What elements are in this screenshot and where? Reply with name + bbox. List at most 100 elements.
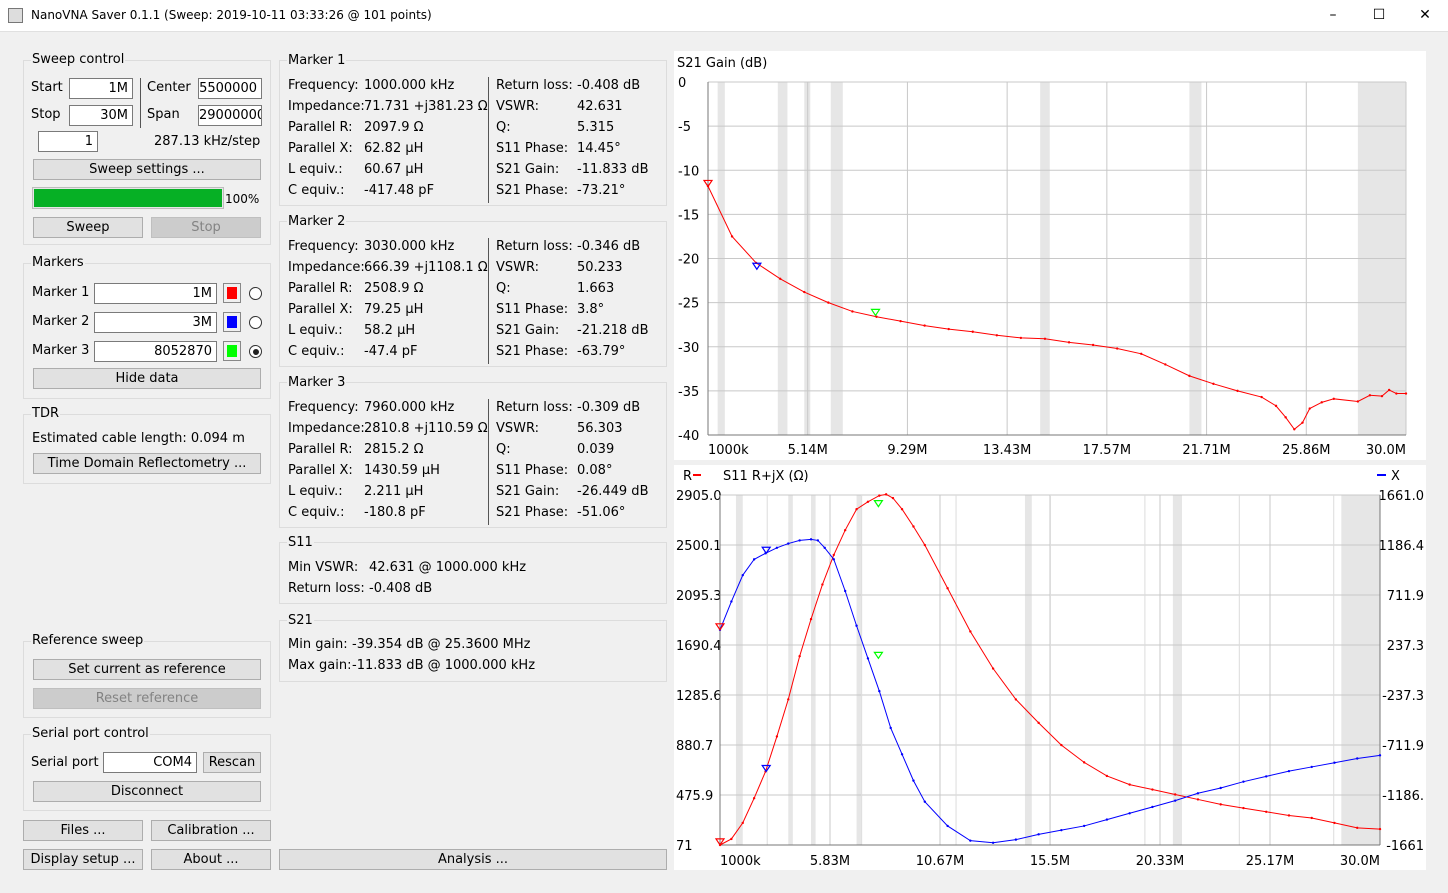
marker-2-radio[interactable] (249, 316, 262, 329)
minimize-icon[interactable]: – (1329, 7, 1337, 23)
marker-3-label: Marker 3 (32, 343, 90, 358)
marker-1-color-button[interactable] (223, 283, 241, 303)
reset-reference-button[interactable]: Reset reference (33, 688, 261, 709)
x-tick-label: 21.71M (1182, 443, 1230, 458)
maximize-icon[interactable]: ☐ (1372, 7, 1386, 23)
marker-3-left-label: Parallel R: (288, 442, 353, 457)
tdr-group (23, 414, 271, 484)
resistance-point (891, 496, 895, 500)
marker-2-r-triangle (761, 764, 772, 773)
marker-2-input[interactable]: 3M (94, 312, 217, 333)
gain-point (1260, 395, 1263, 399)
marker-1-radio[interactable] (249, 287, 262, 300)
marker-2-right-label: S21 Gain: (496, 323, 560, 338)
span-input[interactable]: 29000000 (198, 105, 262, 126)
marker-3-right-value: -51.06° (577, 505, 626, 520)
marker-2-right-value: -63.79° (577, 344, 626, 359)
max-gain-value: -11.833 dB @ 1000.000 kHz (352, 658, 536, 673)
rescan-button[interactable]: Rescan (203, 752, 261, 773)
gain-point (1019, 336, 1023, 340)
hide-data-button[interactable]: Hide data (33, 368, 261, 389)
analysis-button[interactable]: Analysis ... (279, 849, 667, 870)
y-left-tick-label: 880.7 (676, 739, 713, 754)
resistance-point (741, 821, 744, 825)
gain-point (827, 301, 830, 304)
reactance-point (843, 589, 847, 593)
reactance-point (900, 753, 904, 756)
reactance-point (787, 542, 790, 545)
marker-3-right-label: S11 Phase: (496, 463, 569, 478)
start-input[interactable]: 1M (69, 78, 133, 99)
resistance-point (1151, 788, 1154, 791)
s11-rx-chart[interactable]: 2905.0 1661.0 2500.1 1186.4 2095.3 711.9 1690.… (674, 465, 1426, 870)
sweep-button[interactable]: Sweep (33, 217, 143, 238)
marker-2-right-label: Return loss: (496, 239, 573, 254)
stop-input[interactable]: 30M (69, 105, 133, 126)
gain-point (1188, 374, 1191, 378)
marker-3-details-group (279, 382, 667, 528)
y-right-tick-label: 711.9 (1387, 589, 1424, 604)
marker-1-left-value: 60.67 µH (364, 162, 424, 177)
sweep-settings-button[interactable]: Sweep settings ... (33, 159, 261, 180)
resistance-point (798, 654, 801, 658)
disconnect-button[interactable]: Disconnect (33, 781, 261, 802)
sweep-band (1341, 495, 1380, 845)
marker-2-right-value: 1.663 (577, 281, 615, 296)
y-tick-label: 0 (678, 76, 686, 91)
marker-3-left-value: 2810.8 +j110.59 Ω (364, 421, 488, 436)
gain-point (1043, 337, 1047, 341)
marker-3-right-value: -26.449 dB (577, 484, 649, 499)
y-right-tick-label: 1661.0 (1379, 489, 1425, 504)
display-setup-button[interactable]: Display setup ... (23, 849, 143, 870)
min-vswr-value: 42.631 @ 1000.000 kHz (369, 560, 527, 575)
marker-1-left-label: Frequency: (288, 78, 359, 93)
marker-2-details-divider (488, 238, 489, 364)
gain-point (995, 334, 999, 337)
serial-port-input[interactable]: COM4 (103, 752, 197, 773)
close-icon[interactable]: ✕ (1419, 7, 1431, 23)
segments-input[interactable]: 1 (38, 131, 98, 152)
marker-2-right-label: Q: (496, 281, 511, 296)
reactance-point (741, 573, 744, 577)
marker-3-details-divider (488, 399, 489, 525)
marker-1-input[interactable]: 1M (94, 283, 217, 304)
marker-1-right-label: S21 Phase: (496, 183, 569, 198)
gain-point (1140, 352, 1143, 356)
marker-1-left-value: 1000.000 kHz (364, 78, 455, 93)
s21-gain-chart[interactable]: 0 -5 -10 -15 -20 -25 -30 -35 -40 1000k 5.14M 9.29M 1… (674, 51, 1426, 460)
resistance-point (1014, 698, 1018, 701)
center-input[interactable]: 5500000 (198, 78, 262, 99)
marker-3-left-value: 2815.2 Ω (364, 442, 424, 457)
marker-1-r-triangle (714, 838, 726, 846)
marker-3-details-title: Marker 3 (287, 375, 347, 390)
about-button[interactable]: About ... (151, 849, 271, 870)
stop-label: Stop (31, 107, 61, 122)
y-tick-label: -20 (678, 253, 699, 268)
marker-2-right-label: S11 Phase: (496, 302, 569, 317)
resistance-point (1333, 821, 1336, 825)
marker-2-color-button[interactable] (223, 312, 241, 332)
marker-3-radio[interactable] (249, 345, 262, 358)
files-button[interactable]: Files ... (23, 820, 143, 841)
x-tick-label: 17.57M (1083, 443, 1131, 458)
stop-button[interactable]: Stop (151, 217, 261, 238)
marker-3-right-label: S21 Phase: (496, 505, 569, 520)
marker-1-left-value: -417.48 pF (364, 183, 435, 198)
gain-point (1395, 392, 1398, 395)
set-reference-button[interactable]: Set current as reference (33, 659, 261, 680)
resistance-point (912, 525, 915, 528)
resistance-point (1060, 743, 1063, 747)
marker-3-color-button[interactable] (223, 341, 241, 361)
tdr-button[interactable]: Time Domain Reflectometry ... (33, 453, 261, 474)
marker-1-right-label: S21 Gain: (496, 162, 560, 177)
marker-3-input[interactable]: 8052870 (94, 341, 217, 362)
marker-2-left-value: -47.4 pF (364, 344, 418, 359)
reactance-point (855, 624, 858, 627)
max-gain-label: Max gain: (288, 658, 352, 673)
calibration-button[interactable]: Calibration ... (151, 820, 271, 841)
s11-summary-title: S11 (287, 535, 314, 550)
resistance-point (1356, 826, 1359, 830)
reactance-series-line (719, 538, 1381, 844)
marker-2-left-value: 58.2 µH (364, 323, 416, 338)
min-vswr-label: Min VSWR: (288, 560, 359, 575)
